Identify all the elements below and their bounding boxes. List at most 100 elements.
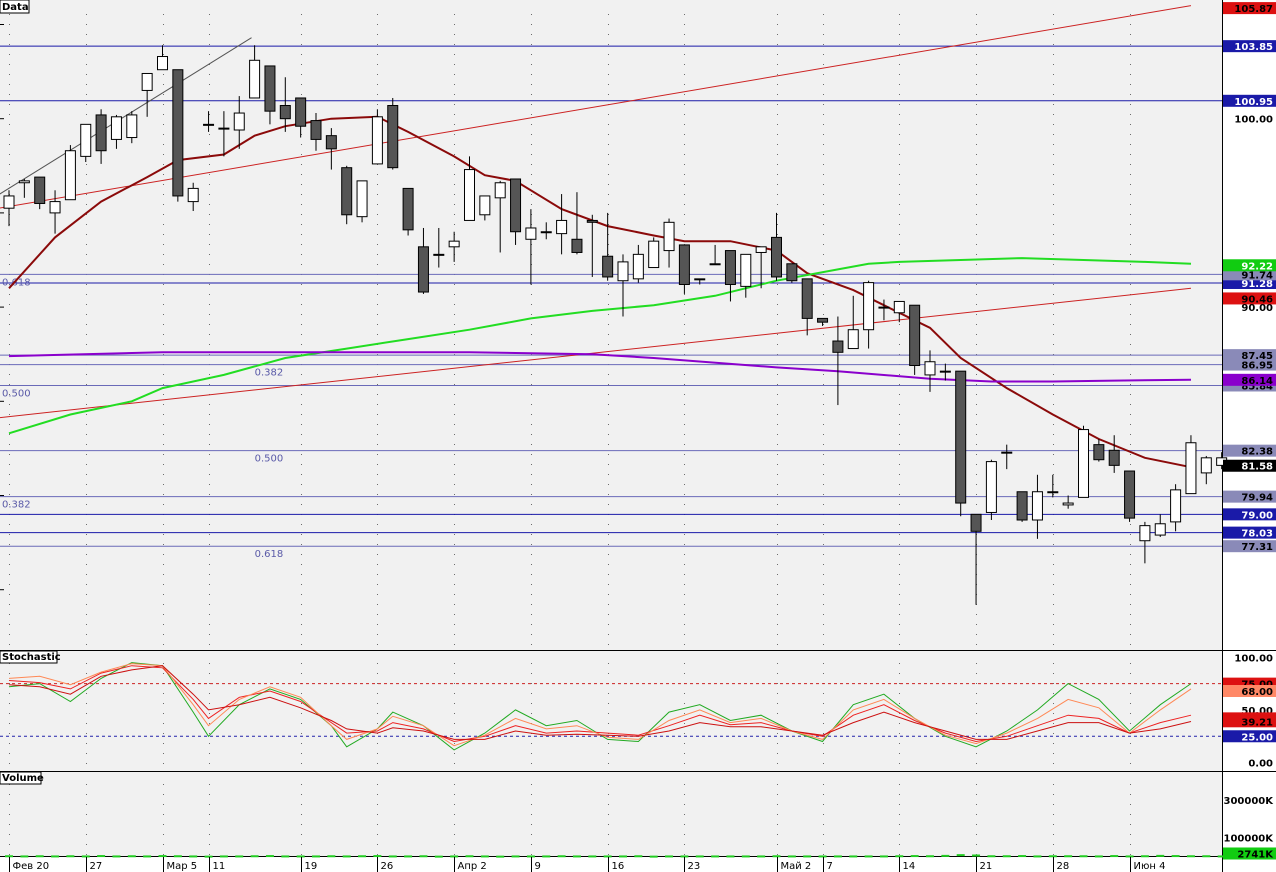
candle (1031, 474, 1043, 539)
price-axis-label-box (1223, 2, 1276, 15)
volume-bar (358, 855, 367, 858)
candle (464, 156, 475, 221)
candle-body (110, 116, 122, 140)
candle-body (64, 150, 76, 201)
candle-body (1185, 442, 1197, 495)
candle (157, 45, 168, 71)
stochastic-line (8, 662, 1192, 751)
date-label: 9 (535, 861, 541, 872)
price-axis-label: 92.22 (1223, 259, 1276, 272)
candle-body (924, 361, 936, 376)
candle (617, 254, 629, 317)
date-label: 26 (381, 861, 394, 872)
volume-bar (926, 855, 934, 858)
candle-body (1139, 525, 1151, 542)
candle-body (648, 240, 660, 269)
fib-price-label-box (1223, 540, 1276, 553)
candle-body (771, 236, 782, 278)
price-axis-label: 90.46 (1223, 292, 1276, 305)
volume-bar (35, 855, 44, 858)
volume-bar (127, 855, 136, 858)
volume-bar (235, 855, 244, 858)
candle (832, 316, 844, 406)
volume-pane[interactable] (0, 772, 1222, 856)
price-level-label-text: 78.03 (1241, 529, 1273, 540)
stoch-tick-label-text: 0.00 (1248, 759, 1273, 770)
candle-body (34, 176, 46, 204)
candle (95, 109, 107, 164)
fib-price-label: 79.94 (1223, 490, 1276, 504)
fib-price-label-text: 87.45 (1241, 351, 1273, 362)
fib-label: 0.500 (2, 388, 31, 399)
candle-body (417, 246, 429, 293)
volume-title-box (0, 771, 42, 785)
stoch-tick-label-text: 50.00 (1241, 706, 1273, 717)
candle (909, 304, 921, 375)
candle (678, 244, 690, 294)
volume-bar (1094, 855, 1103, 858)
volume-bar (143, 855, 152, 858)
candle (556, 194, 568, 255)
price-axis-label: 100.00 (1234, 115, 1273, 126)
trend-line (0, 5, 1192, 209)
fib-label: 0.618 (2, 277, 31, 288)
candle (1154, 514, 1166, 537)
volume-bar (327, 855, 336, 858)
volume-tick-label-text: 300000K (1224, 796, 1275, 807)
candle-body (801, 278, 813, 319)
candle-body (1031, 491, 1043, 521)
volume-bar (465, 855, 474, 858)
candle (878, 299, 890, 321)
candle-body (1062, 502, 1074, 506)
candle-body (18, 180, 30, 184)
price-pane[interactable] (0, 0, 1222, 650)
volume-bar (1217, 855, 1226, 858)
candle (341, 165, 353, 225)
candle (525, 209, 537, 285)
volume-tick-label: 100000K (1224, 833, 1275, 844)
candle (1108, 435, 1120, 473)
stoch-tick-label: 100.00 (1234, 653, 1273, 664)
candle-body (264, 65, 276, 112)
candle-body (632, 253, 644, 280)
candle (233, 96, 245, 149)
candle-body (172, 69, 184, 197)
volume-bar (1079, 855, 1088, 858)
candle-body (141, 72, 153, 91)
candles[interactable] (3, 45, 1228, 605)
fib-price-label-text: 77.31 (1241, 542, 1273, 553)
candle (740, 253, 752, 298)
volume-bar (726, 855, 735, 858)
stochastic-pane[interactable] (0, 651, 1222, 771)
price-axis-label-text: 100.00 (1234, 115, 1273, 126)
candle (602, 212, 614, 281)
candle-body (586, 219, 598, 223)
candle-body (678, 244, 690, 285)
volume-bar (1125, 855, 1134, 858)
price-level-label-box (1223, 526, 1276, 539)
candle-body (187, 187, 199, 203)
price-pane-title: Data (2, 2, 29, 13)
fib-price-label-text: 82.38 (1241, 447, 1273, 458)
candle-body (893, 300, 905, 314)
candle-body (126, 114, 138, 139)
volume-bar (511, 855, 520, 858)
price-level-label-box (1223, 94, 1276, 107)
candle (970, 513, 982, 605)
volume-bar (219, 855, 228, 858)
candle (586, 214, 598, 277)
volume-bar (1033, 855, 1042, 858)
moving-average-short (8, 115, 1192, 469)
volume-bar (864, 855, 873, 858)
candle-body (1154, 523, 1166, 536)
price-axis-label-box (1223, 459, 1276, 472)
candle (279, 77, 291, 132)
candle (249, 45, 261, 99)
volume-bar (1018, 855, 1027, 858)
volume-bar (342, 855, 351, 858)
candle (801, 278, 813, 336)
stoch-axis-label: 39.21 (1223, 715, 1276, 728)
candle (955, 370, 967, 517)
candle (924, 350, 936, 392)
